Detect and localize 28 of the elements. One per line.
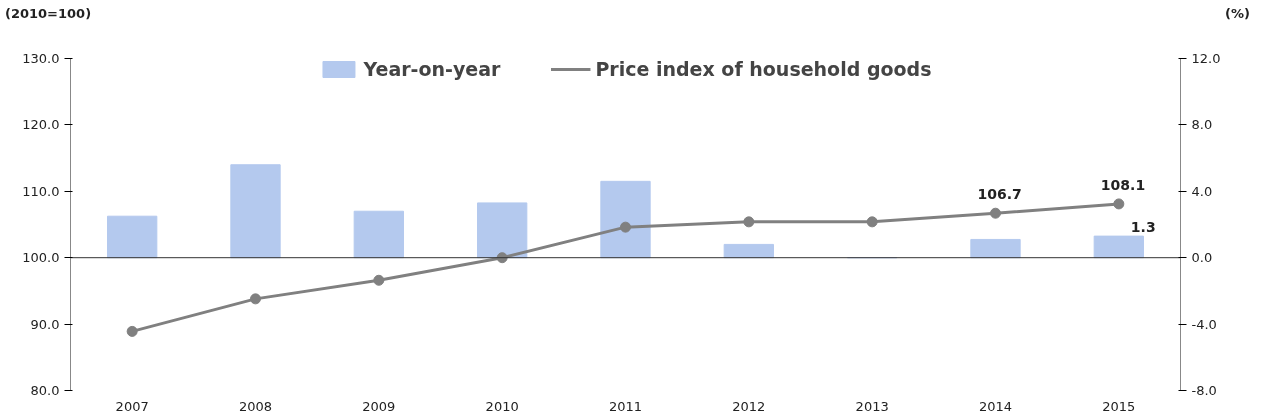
x-tick-label: 2009	[362, 398, 396, 414]
x-tick-label: 2007	[115, 398, 149, 414]
y2-tick-label: -4.0	[1191, 316, 1217, 332]
x-tick-label: 2010	[485, 398, 519, 414]
y2-tick-label: 8.0	[1191, 117, 1213, 133]
x-tick-label: 2015	[1102, 398, 1136, 414]
x-tick-label: 2008	[238, 398, 273, 414]
y2-tick-label: 0.0	[1191, 250, 1213, 266]
y2-tick-label: -8.0	[1191, 383, 1217, 398]
data-label: 106.7	[977, 186, 1022, 203]
y-tick-label: 100.0	[22, 250, 60, 266]
x-tick-label: 2012	[732, 398, 766, 414]
x-tick-label: 2014	[978, 398, 1013, 414]
y-tick-label: 130.0	[22, 51, 60, 66]
x-tick-label: 2013	[855, 398, 889, 414]
data-label: 108.1	[1100, 176, 1146, 193]
y2-tick-label: 12.0	[1191, 51, 1221, 66]
legend-label: Year-on-year	[363, 58, 501, 80]
y-tick-label: 80.0	[30, 383, 60, 398]
x-tick-label: 2011	[608, 398, 643, 414]
y2-tick-label: 4.0	[1191, 183, 1213, 199]
data-label: 1.3	[1130, 219, 1156, 236]
y-tick-label: 110.0	[22, 183, 60, 199]
legend-label: Price index of household goods	[595, 58, 932, 80]
y-tick-label: 90.0	[30, 316, 60, 332]
y-tick-label: 120.0	[22, 117, 60, 133]
y2-axis-title: (%)	[1225, 5, 1250, 23]
y-axis-title: (2010=100)	[5, 5, 92, 23]
